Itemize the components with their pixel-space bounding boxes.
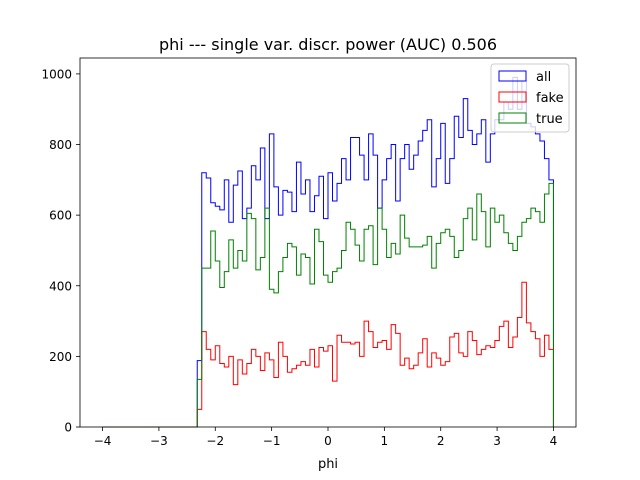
y-tick-label: 0 [64,421,72,435]
legend: all fake true [490,63,570,133]
plot-area [102,76,554,428]
legend-swatch-true [498,112,527,124]
y-tick-label: 600 [49,209,72,223]
y-tick-label: 800 [49,138,72,152]
axes: −4 −3 −2 −1 0 1 2 3 4 0 200 400 600 800 1000 [41,57,577,448]
chart-title: phi --- single var. discr. power (AUC) 0… [159,35,497,54]
series-true-line [102,182,554,428]
x-tick-label: 0 [324,434,332,448]
y-tick-label: 1000 [41,67,72,81]
x-tick-label: −3 [150,434,168,448]
y-tick-label: 200 [49,350,72,364]
legend-swatch-fake [498,91,527,103]
legend-label-true: true [536,112,563,127]
x-axis-label: phi [318,457,338,472]
legend-swatch-all [498,70,527,82]
x-tick-label: 3 [493,434,501,448]
series-all-line [102,76,554,428]
x-tick-label: −1 [263,434,281,448]
series-fake-line [102,281,554,428]
x-tick-label: 4 [550,434,558,448]
x-tick-label: −4 [94,434,112,448]
x-tick-label: 1 [381,434,389,448]
legend-label-all: all [536,70,551,85]
y-tick-label: 400 [49,279,72,293]
x-tick-label: 2 [437,434,445,448]
x-tick-label: −2 [206,434,224,448]
legend-label-fake: fake [536,91,564,106]
